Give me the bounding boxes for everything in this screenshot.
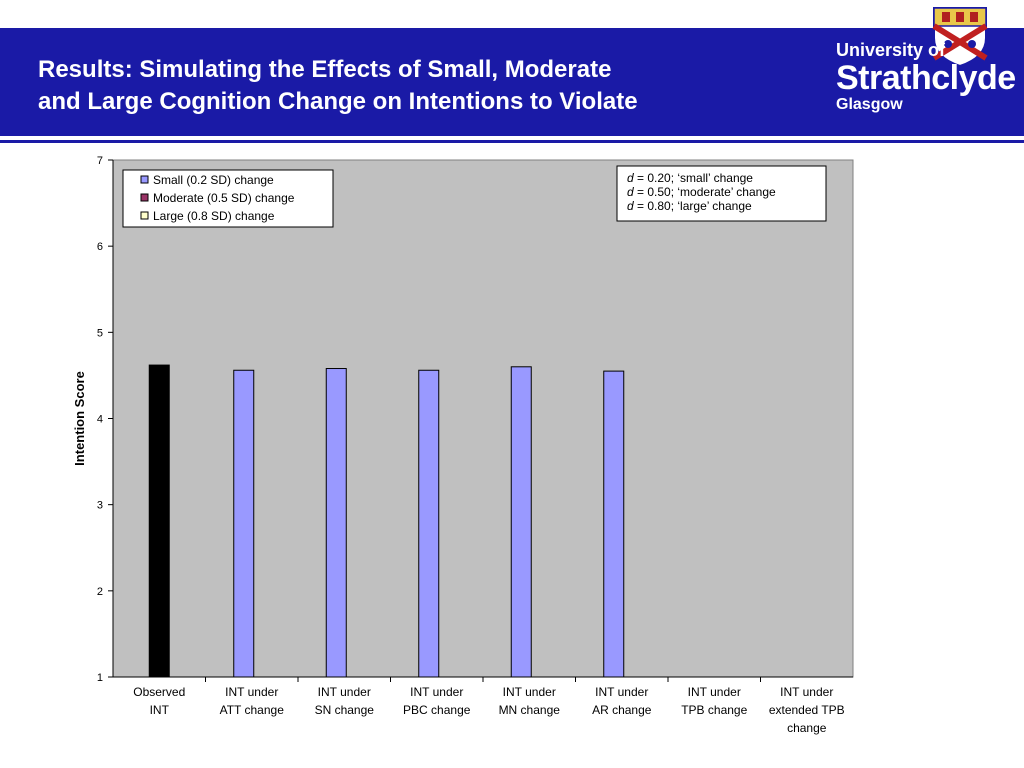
legend-label: Large (0.8 SD) change bbox=[153, 209, 275, 223]
annotation-text: = 0.50; ‘moderate’ change bbox=[634, 185, 776, 199]
x-tick-label-line: INT bbox=[150, 703, 170, 717]
y-tick-label: 1 bbox=[97, 672, 103, 684]
x-tick-label-line: change bbox=[787, 721, 827, 735]
legend-swatch bbox=[140, 193, 149, 202]
x-tick-label-line: AR change bbox=[592, 703, 652, 717]
y-tick-label: 5 bbox=[97, 327, 103, 339]
y-tick-label: 3 bbox=[97, 500, 103, 512]
legend-swatch bbox=[140, 211, 149, 220]
x-tick-label-line: TPB change bbox=[681, 703, 747, 717]
x-tick-label-line: Observed bbox=[133, 685, 185, 699]
y-axis-label: Intention Score bbox=[72, 371, 87, 466]
x-tick-label-line: INT under bbox=[410, 685, 463, 699]
y-tick-label: 7 bbox=[97, 155, 103, 167]
x-tick-label: INT under TPB change bbox=[681, 685, 747, 717]
bar-small-change bbox=[233, 369, 255, 678]
bar-small-change bbox=[510, 366, 532, 678]
header-band bbox=[0, 28, 1024, 136]
x-tick-label-line: INT under bbox=[688, 685, 741, 699]
annotation-symbol: d bbox=[627, 199, 634, 213]
x-tick-label: INT under PBC change bbox=[403, 685, 471, 717]
bar-chart: 1 2 3 4 5 6 7 Intention Score Observed INT INT und… bbox=[72, 155, 854, 735]
annotation-text: = 0.80; ‘large’ change bbox=[634, 199, 752, 213]
annotation-line: d = 0.20; ‘small’ change bbox=[627, 171, 753, 185]
logo-line-1: University of bbox=[836, 40, 946, 60]
y-tick-label: 4 bbox=[97, 414, 103, 426]
annotation-symbol: d bbox=[627, 185, 634, 199]
bar-small-change bbox=[325, 368, 347, 678]
x-tick-label-line: INT under bbox=[225, 685, 278, 699]
x-tick-label-line: MN change bbox=[499, 703, 561, 717]
x-tick-label-line: INT under bbox=[318, 685, 371, 699]
x-tick-label-line: PBC change bbox=[403, 703, 471, 717]
bar-observed bbox=[148, 364, 170, 678]
annotation-text: = 0.20; ‘small’ change bbox=[634, 171, 754, 185]
bar-small-change bbox=[603, 370, 625, 678]
bar-small-change bbox=[418, 369, 440, 678]
annotation-symbol: d bbox=[627, 171, 634, 185]
plot-area bbox=[112, 159, 854, 678]
x-tick-label: INT under SN change bbox=[315, 685, 375, 717]
x-tick-label: INT under MN change bbox=[499, 685, 561, 717]
x-tick-label: INT under ATT change bbox=[220, 685, 285, 717]
logo-line-3: Glasgow bbox=[836, 96, 903, 113]
university-crest-icon bbox=[932, 7, 988, 68]
university-logo: University of Strathclyde Glasgow bbox=[836, 40, 1016, 114]
title-line-2: and Large Cognition Change on Intentions… bbox=[38, 88, 638, 115]
header-underline bbox=[0, 140, 1024, 143]
annotation-line: d = 0.80; ‘large’ change bbox=[627, 199, 752, 213]
x-tick-label-line: extended TPB bbox=[769, 703, 845, 717]
x-tick-label: Observed INT bbox=[133, 685, 185, 717]
legend-label: Moderate (0.5 SD) change bbox=[153, 191, 295, 205]
annotation-box bbox=[616, 165, 827, 222]
x-tick-label: INT under AR change bbox=[592, 685, 652, 717]
legend: Small (0.2 SD) change Moderate (0.5 SD) c… bbox=[122, 169, 334, 228]
x-tick-label-line: INT under bbox=[503, 685, 556, 699]
slide-header: Results: Simulating the Effects of Small… bbox=[0, 0, 1024, 150]
legend-label: Small (0.2 SD) change bbox=[153, 173, 274, 187]
x-tick-label-line: SN change bbox=[315, 703, 375, 717]
legend-swatch bbox=[140, 175, 149, 184]
x-tick-label-line: INT under bbox=[595, 685, 648, 699]
annotation-line: d = 0.50; ‘moderate’ change bbox=[627, 185, 776, 199]
slide-title: Results: Simulating the Effects of Small… bbox=[38, 54, 798, 118]
title-line-1: Results: Simulating the Effects of Small… bbox=[38, 56, 612, 83]
x-tick-label-line: ATT change bbox=[220, 703, 285, 717]
y-tick-label: 2 bbox=[97, 586, 103, 598]
x-tick-label: INT under extended TPB change bbox=[769, 685, 845, 735]
y-tick-label: 6 bbox=[97, 241, 103, 253]
legend-box bbox=[122, 169, 334, 228]
x-tick-label-line: INT under bbox=[780, 685, 833, 699]
logo-line-2: Strathclyde bbox=[836, 59, 1016, 97]
